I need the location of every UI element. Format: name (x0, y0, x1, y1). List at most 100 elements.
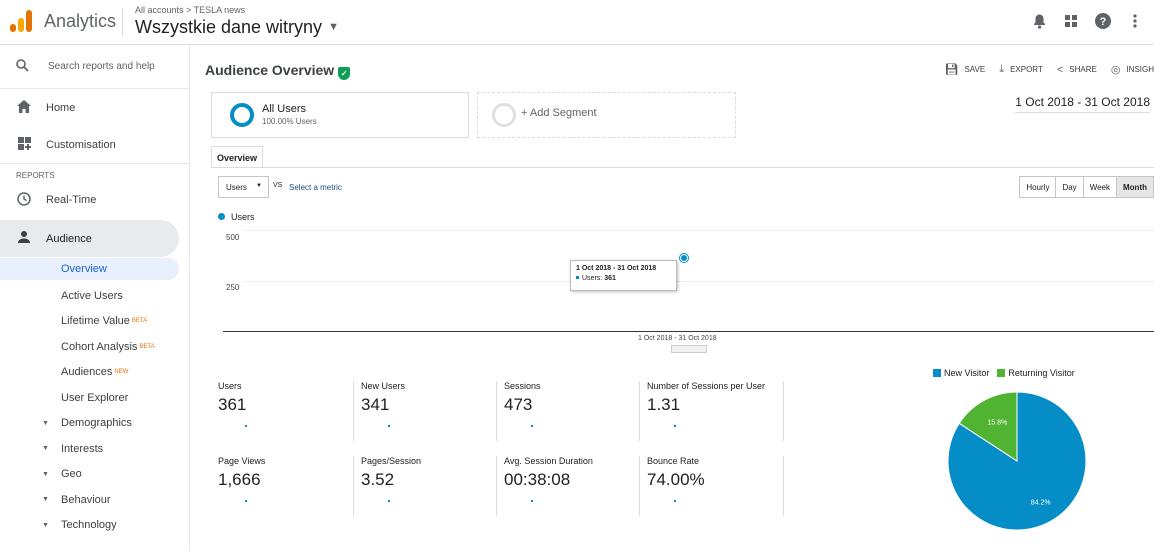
download-icon: ⤓ (999, 63, 1005, 75)
apps-grid-icon[interactable] (1062, 12, 1080, 30)
metric-label: Page Views (218, 456, 266, 466)
sparkline (245, 500, 247, 502)
sidebar-item-audiences[interactable]: Audiences NEW (0, 360, 189, 386)
metric-value: 473 (504, 395, 533, 414)
sidebar-item-interests[interactable]: ▼ Interests (0, 436, 189, 462)
sidebar-item-home[interactable]: Home (0, 89, 189, 126)
sidebar-item-user-explorer[interactable]: User Explorer (0, 385, 189, 411)
sidebar-item-active-users[interactable]: Active Users (0, 283, 189, 309)
sparkline (531, 425, 533, 427)
insights-button[interactable]: ◎ INSIGH (1111, 63, 1154, 76)
segment-percent: 100.00% Users (262, 117, 317, 126)
sidebar-item-lifetime-value[interactable]: Lifetime Value BETA (0, 309, 189, 335)
verified-shield-icon: ✓ (338, 67, 351, 80)
legend-item-new-visitor[interactable]: New Visitor (933, 368, 989, 378)
metric-label: Pages/Session (361, 456, 422, 466)
metric-bounce-rate[interactable]: Bounce Rate 74.00% (647, 456, 784, 516)
sidebar-item-geo[interactable]: ▼ Geo (0, 462, 189, 488)
month-button[interactable]: Month (1117, 177, 1153, 197)
metric-value: 1.31 (647, 395, 681, 414)
search-reports[interactable]: Search reports and help (0, 45, 189, 89)
metric-avg-session-duration[interactable]: Avg. Session Duration 00:38:08 (504, 456, 640, 516)
sidebar: Search reports and help Home Customisati… (0, 45, 190, 551)
property-selector[interactable]: Wszystkie dane witryny ▼ (135, 17, 339, 38)
share-icon: < (1056, 63, 1064, 76)
pie-slice-label: 84.2% (1031, 500, 1051, 507)
metric-pages-per-session[interactable]: Pages/Session 3.52 (361, 456, 497, 516)
add-segment-label: + Add Segment (521, 107, 597, 119)
date-range-picker[interactable]: 1 Oct 2018 - 31 Oct 2018 (1015, 95, 1150, 113)
chart-resize-handle[interactable] (671, 345, 707, 353)
expand-arrow-icon: ▼ (42, 470, 49, 478)
metric-select[interactable]: Users ▼ (218, 176, 269, 198)
search-icon (16, 58, 30, 75)
metric-users[interactable]: Users 361 (218, 381, 354, 441)
sidebar-item-label: Demographics (61, 417, 132, 430)
tab-overview[interactable]: Overview (211, 146, 263, 167)
tab-divider (211, 167, 1154, 168)
app-name[interactable]: Analytics (44, 11, 117, 31)
sidebar-item-label: Geo (61, 468, 82, 481)
sidebar-item-realtime[interactable]: Real-Time (0, 184, 189, 216)
reports-section-header: REPORTS (16, 171, 55, 180)
pie-slice-returning-visitor[interactable] (958, 391, 1018, 462)
sidebar-item-audience[interactable]: Audience (0, 220, 179, 257)
segment-all-users[interactable]: All Users 100.00% Users (211, 92, 469, 138)
metric-value: 1,666 (218, 470, 261, 489)
chevron-down-icon: ▼ (328, 21, 339, 33)
granularity-buttons: Hourly Day Week Month (1019, 176, 1154, 198)
tooltip-value: 361 (604, 275, 616, 282)
sidebar-item-label: Technology (61, 519, 117, 532)
pie-slice-label: 15.8% (987, 420, 1007, 427)
bell-icon[interactable] (1030, 12, 1048, 30)
sidebar-item-label: User Explorer (61, 391, 129, 404)
divider (122, 8, 123, 36)
legend-item-returning-visitor[interactable]: Returning Visitor (997, 368, 1075, 378)
analytics-logo[interactable] (10, 10, 32, 32)
sidebar-item-demographics[interactable]: ▼ Demographics (0, 411, 189, 437)
metric-new-users[interactable]: New Users 341 (361, 381, 497, 441)
add-segment-button[interactable]: + Add Segment (477, 92, 736, 138)
metric-label: Bounce Rate (647, 456, 700, 466)
export-button[interactable]: ⤓ EXPORT (999, 63, 1043, 76)
help-icon[interactable]: ? (1094, 12, 1112, 30)
insights-label: INSIGH (1126, 65, 1154, 74)
new-badge: NEW (114, 369, 129, 376)
sidebar-item-overview[interactable]: Overview (0, 258, 179, 280)
pie-slice-new-visitor[interactable] (947, 391, 1087, 531)
save-button[interactable]: 💾︎ SAVE (944, 63, 985, 76)
home-icon (16, 99, 32, 116)
sparkline (245, 425, 247, 427)
sidebar-item-technology[interactable]: ▼ Technology (0, 513, 189, 539)
gridline (243, 281, 1154, 282)
expand-arrow-icon: ▼ (42, 496, 49, 504)
person-icon (16, 231, 32, 246)
chart-tooltip: 1 Oct 2018 - 31 Oct 2018 Users: 361 (570, 260, 677, 291)
sidebar-item-cohort-analysis[interactable]: Cohort Analysis BETA (0, 334, 189, 360)
week-button[interactable]: Week (1083, 177, 1117, 197)
data-point[interactable] (680, 254, 688, 262)
more-vert-icon[interactable] (1126, 12, 1144, 30)
share-label: SHARE (1069, 65, 1097, 74)
metric-sessions[interactable]: Sessions 473 (504, 381, 640, 441)
metric-value: 00:38:08 (504, 470, 571, 489)
x-tick-label: 1 Oct 2018 - 31 Oct 2018 (638, 335, 717, 342)
sidebar-item-customisation[interactable]: Customisation (0, 126, 189, 163)
export-label: EXPORT (1010, 65, 1043, 74)
sparkline (674, 425, 676, 427)
metric-select-value: Users (226, 183, 247, 192)
clock-icon (16, 191, 32, 209)
day-button[interactable]: Day (1056, 177, 1084, 197)
metric-sessions-per-user[interactable]: Number of Sessions per User 1.31 (647, 381, 784, 441)
sidebar-item-label: Interests (61, 442, 104, 455)
hourly-button[interactable]: Hourly (1020, 177, 1057, 197)
share-button[interactable]: < SHARE (1057, 63, 1097, 76)
pie-legend: New Visitor Returning Visitor (933, 368, 1075, 378)
property-name: Wszystkie dane witryny (135, 17, 323, 37)
expand-arrow-icon: ▼ (42, 445, 49, 453)
account-breadcrumb[interactable]: All accounts > TESLA news (135, 5, 246, 15)
dashboard-icon (16, 136, 32, 153)
sidebar-item-behaviour[interactable]: ▼ Behaviour (0, 487, 189, 513)
metric-page-views[interactable]: Page Views 1,666 (218, 456, 354, 516)
select-metric-link[interactable]: Select a metric (289, 183, 342, 192)
